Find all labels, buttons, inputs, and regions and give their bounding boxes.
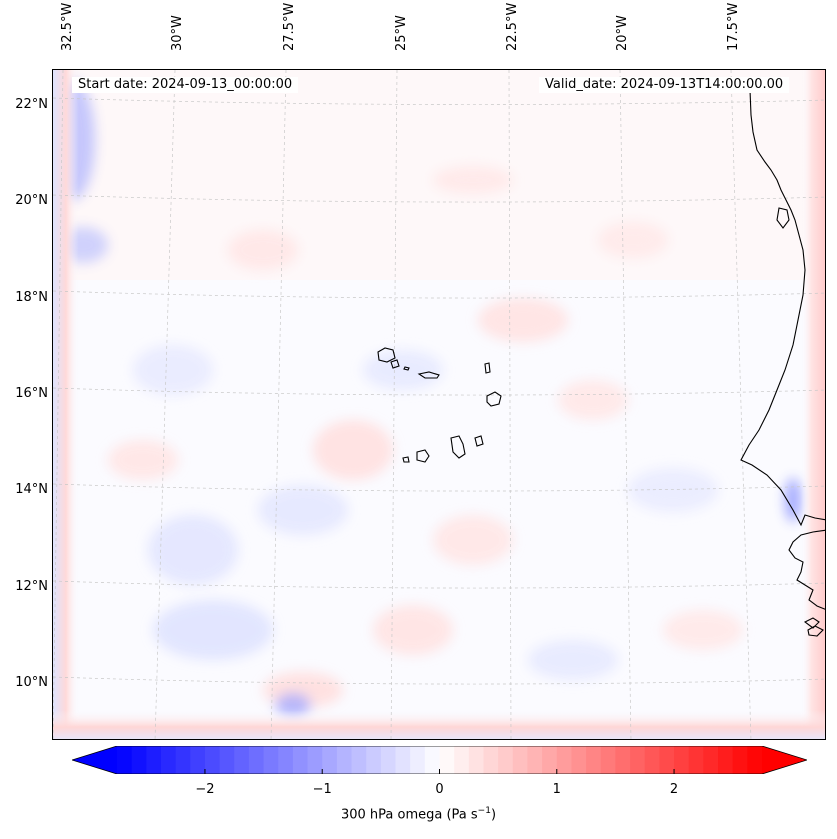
colorbar-segment: [248, 746, 265, 774]
colorbar-segment: [747, 746, 763, 774]
colorbar-tick-label: −2: [195, 782, 215, 797]
colorbar-segment: [175, 746, 191, 774]
bijagos-islands: [803, 617, 824, 637]
colorbar-segment: [718, 746, 734, 774]
colorbar-segment: [307, 746, 323, 774]
valid-date-label: Valid_date: 2024-09-13T14:00:00.00: [539, 77, 790, 93]
colorbar-segment: [630, 746, 646, 774]
colorbar-segment: [263, 746, 279, 774]
colorbar: [72, 746, 807, 774]
colorbar-segment: [395, 746, 411, 774]
colorbar-segment: [424, 746, 440, 774]
colorbar-min-extend: [72, 746, 117, 774]
lat-label-14n: 14°N: [15, 482, 48, 497]
lon-label-30w: 30°W: [170, 15, 185, 51]
lat-label-18n: 18°N: [15, 290, 48, 305]
colorbar-tick-label: 2: [669, 782, 679, 797]
colorbar-segment: [146, 746, 162, 774]
lat-label-12n: 12°N: [15, 579, 48, 594]
lat-label-22n: 22°N: [15, 97, 48, 112]
colorbar-segment: [468, 746, 484, 774]
colorbar-segment: [659, 746, 675, 774]
colorbar-segment: [674, 746, 690, 774]
colorbar-segment: [586, 746, 602, 774]
colorbar-max-extend: [762, 746, 807, 774]
brava-island: [402, 456, 410, 463]
colorbar-segment: [219, 746, 235, 774]
lon-label-20w: 20°W: [615, 15, 630, 51]
graticule: [53, 70, 825, 739]
lat-label-16n: 16°N: [15, 386, 48, 401]
africa-coast: [740, 89, 825, 527]
colorbar-label: 300 hPa omega (Pa s−1): [340, 806, 497, 823]
start-date-label: Start date: 2024-09-13_00:00:00: [72, 77, 299, 93]
colorbar-segment: [131, 746, 147, 774]
santa-luzia-island: [403, 366, 410, 371]
colorbar-segment: [410, 746, 426, 774]
colorbar-segment: [366, 746, 382, 774]
colorbar-segment: [190, 746, 206, 774]
colorbar-segment: [542, 746, 558, 774]
colorbar-segment: [322, 746, 338, 774]
colorbar-segment: [234, 746, 250, 774]
lon-label-27-5w: 27.5°W: [282, 2, 297, 51]
colorbar-segment: [454, 746, 470, 774]
lat-label-20n: 20°N: [15, 193, 48, 208]
lon-label-17-5w: 17.5°W: [726, 2, 741, 51]
colorbar-segment: [380, 746, 397, 774]
colorbar-segment: [439, 746, 455, 774]
lon-label-25w: 25°W: [394, 15, 409, 51]
sal-island: [484, 362, 491, 374]
omega-field: [53, 70, 825, 739]
omega-map: [52, 69, 826, 740]
lon-label-22-5w: 22.5°W: [505, 2, 520, 51]
santiago-island: [450, 435, 466, 459]
colorbar-segment: [292, 746, 309, 774]
colorbar-segment: [336, 746, 353, 774]
lat-label-10n: 10°N: [15, 675, 48, 690]
map-canvas: [53, 70, 825, 739]
colorbar-segment: [527, 746, 543, 774]
colorbar-segment: [703, 746, 719, 774]
colorbar-segment: [117, 746, 133, 774]
colorbar-segment: [556, 746, 572, 774]
colorbar-segment: [688, 746, 704, 774]
colorbar-segment: [278, 746, 294, 774]
colorbar-segment: [160, 746, 177, 774]
colorbar-segment: [732, 746, 748, 774]
colorbar-tick-label: 1: [552, 782, 561, 797]
colorbar-tick-label: 0: [435, 782, 444, 797]
colorbar-tick-label: −1: [312, 782, 332, 797]
colorbar-segment: [644, 746, 660, 774]
coastline: [377, 89, 825, 637]
santo-antao-island: [377, 347, 396, 363]
colorbar-segment: [483, 746, 499, 774]
maio-island: [474, 435, 484, 447]
colorbar-segment: [600, 746, 616, 774]
fogo-island: [416, 449, 430, 463]
colorbar-segment: [615, 746, 631, 774]
colorbar-segment: [498, 746, 514, 774]
sao-vicente-island: [390, 359, 400, 369]
boa-vista-island: [486, 391, 502, 407]
coast-notch: [776, 207, 790, 229]
sao-nicolau-island: [417, 371, 440, 379]
colorbar-segment: [512, 746, 528, 774]
lon-label-32-5w: 32.5°W: [60, 2, 75, 51]
africa-coast-south: [788, 529, 825, 610]
colorbar-segment: [204, 746, 221, 774]
colorbar-segment: [571, 746, 587, 774]
colorbar-segment: [351, 746, 367, 774]
